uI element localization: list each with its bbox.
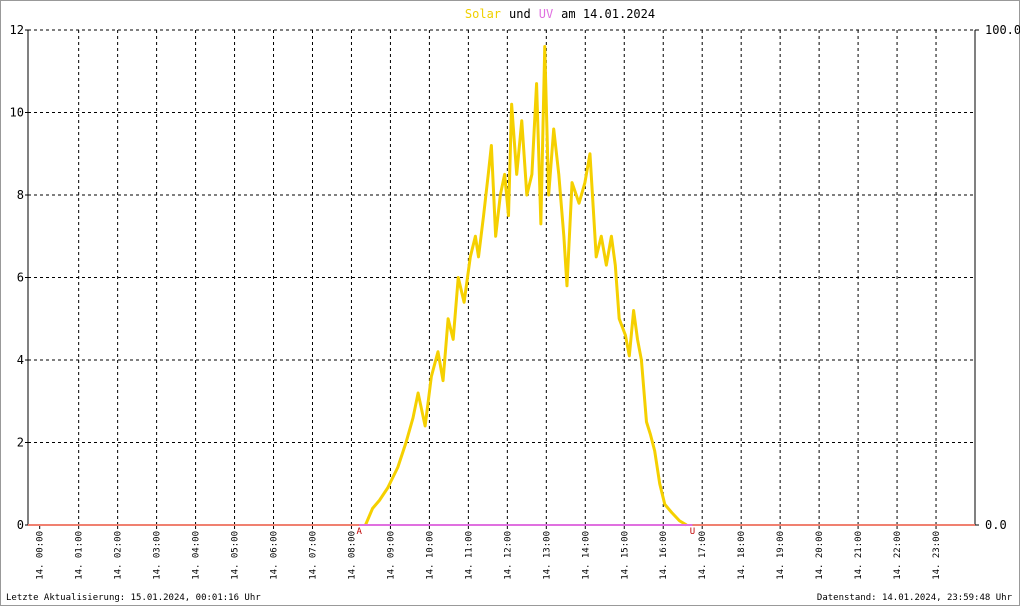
title-part: am 14.01.2024 [561,7,655,21]
footer-right: Datenstand: 14.01.2024, 23:59:48 Uhr [817,593,1013,603]
x-tick-label: 14. 15:00 [620,531,630,580]
y-tick-label: 12 [10,23,24,37]
x-tick-label: 14. 20:00 [815,531,825,580]
title-part: UV [539,7,553,21]
x-tick-label: 14. 16:00 [659,531,669,580]
x-tick-label: 14. 12:00 [503,531,513,580]
x-tick-label: 14. 03:00 [153,531,163,580]
x-tick-label: 14. 00:00 [36,531,46,580]
chart-title: Solar und UV am 14.01.2024 [465,7,655,21]
footer-left: Letzte Aktualisierung: 15.01.2024, 00:01… [6,593,261,603]
x-tick-label: 14. 23:00 [932,531,942,580]
y-tick-label: 8 [17,188,24,202]
x-tick-label: 14. 18:00 [737,531,747,580]
annotation: U [690,527,695,537]
title-part: und [509,7,531,21]
annotation: A [357,527,363,537]
y2-tick-label: 0.0 [985,518,1007,532]
x-tick-label: 14. 02:00 [114,531,124,580]
y-tick-label: 6 [17,271,24,285]
y-tick-label: 0 [17,518,24,532]
x-tick-label: 14. 06:00 [270,531,280,580]
x-tick-label: 14. 19:00 [776,531,786,580]
x-tick-label: 14. 04:00 [192,531,202,580]
x-tick-label: 14. 13:00 [542,531,552,580]
y2-tick-label: 100.0 [985,23,1020,37]
y-tick-label: 2 [17,436,24,450]
y-tick-label: 4 [17,353,24,367]
series-line [364,45,688,527]
title-part: Solar [465,7,501,21]
x-tick-label: 14. 08:00 [347,531,357,580]
x-tick-label: 14. 22:00 [893,531,903,580]
x-tick-label: 14. 21:00 [854,531,864,580]
x-tick-label: 14. 07:00 [308,531,318,580]
x-tick-label: 14. 17:00 [698,531,708,580]
x-tick-label: 14. 10:00 [425,531,435,580]
y-tick-label: 10 [10,106,24,120]
x-tick-label: 14. 01:00 [75,531,85,580]
x-tick-label: 14. 11:00 [464,531,474,580]
x-tick-label: 14. 09:00 [386,531,396,580]
x-tick-label: 14. 14:00 [581,531,591,580]
x-tick-label: 14. 05:00 [231,531,241,580]
